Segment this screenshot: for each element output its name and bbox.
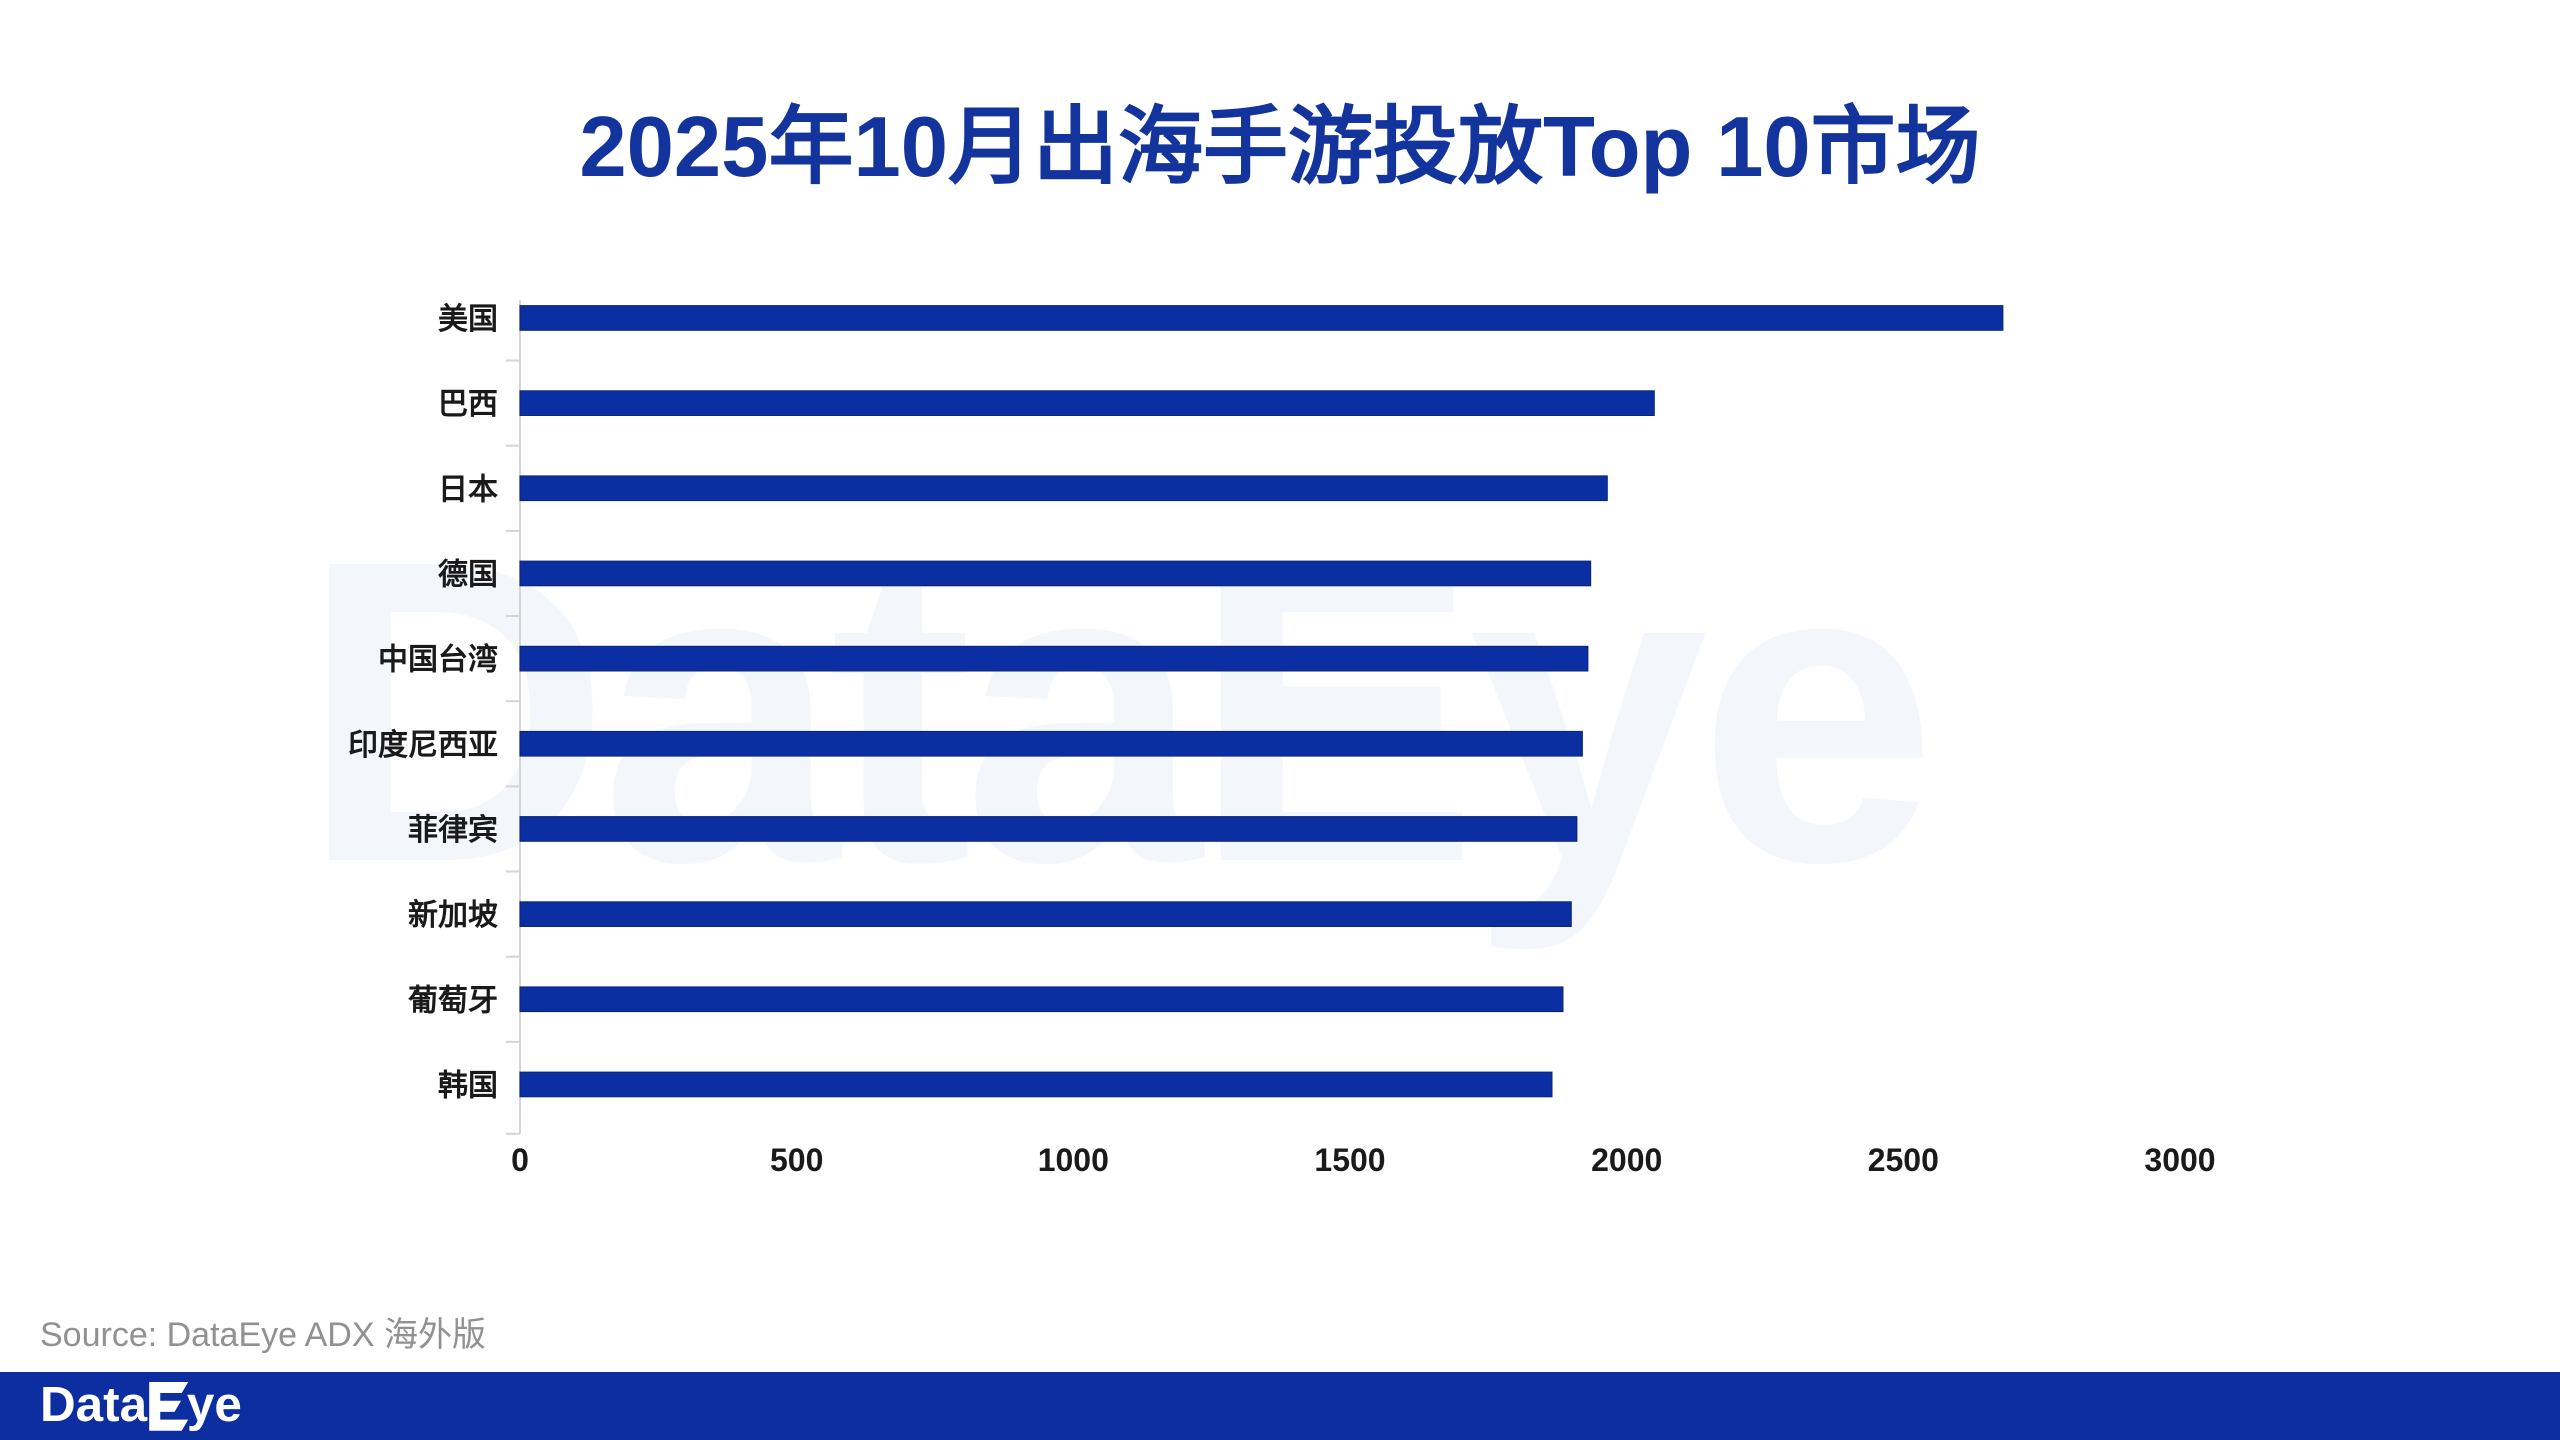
svg-text:1500: 1500 — [1314, 1142, 1385, 1178]
svg-text:菲律宾: 菲律宾 — [408, 814, 498, 847]
svg-text:日本: 日本 — [438, 473, 498, 506]
svg-text:新加坡: 新加坡 — [408, 899, 498, 932]
svg-text:中国台湾: 中国台湾 — [378, 643, 498, 677]
svg-text:印度尼西亚: 印度尼西亚 — [348, 729, 498, 762]
svg-text:2500: 2500 — [1868, 1142, 1939, 1178]
svg-text:2000: 2000 — [1591, 1142, 1662, 1178]
svg-text:ye: ye — [187, 1380, 242, 1432]
svg-text:0: 0 — [511, 1142, 529, 1178]
svg-text:1000: 1000 — [1038, 1142, 1109, 1178]
svg-text:韩国: 韩国 — [438, 1070, 498, 1103]
svg-text:500: 500 — [770, 1142, 823, 1178]
svg-text:3000: 3000 — [2144, 1142, 2215, 1178]
svg-text:葡萄牙: 葡萄牙 — [408, 984, 498, 1017]
svg-text:巴西: 巴西 — [438, 388, 498, 421]
svg-text:德国: 德国 — [438, 559, 498, 592]
svg-text:美国: 美国 — [438, 302, 498, 336]
svg-text:Data: Data — [40, 1380, 148, 1432]
